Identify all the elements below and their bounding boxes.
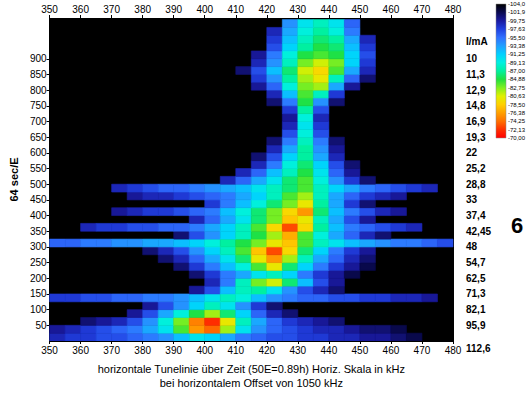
svg-text:360: 360 — [72, 345, 89, 356]
svg-text:900: 900 — [30, 53, 47, 64]
svg-text:-80,63: -80,63 — [508, 93, 526, 99]
svg-text:200: 200 — [30, 273, 47, 284]
svg-text:380: 380 — [134, 345, 151, 356]
svg-text:420: 420 — [258, 345, 275, 356]
svg-text:54,7: 54,7 — [466, 257, 486, 268]
svg-text:95,9: 95,9 — [466, 320, 486, 331]
svg-text:11,3: 11,3 — [466, 69, 485, 80]
svg-text:350: 350 — [30, 226, 47, 237]
svg-text:-101,9: -101,9 — [508, 9, 526, 15]
svg-text:100: 100 — [30, 304, 47, 315]
svg-text:370: 370 — [103, 4, 120, 15]
svg-text:48: 48 — [466, 241, 478, 252]
svg-text:10: 10 — [466, 53, 478, 64]
svg-text:-95,50: -95,50 — [508, 35, 526, 41]
svg-text:550: 550 — [30, 163, 47, 174]
svg-text:71,3: 71,3 — [466, 288, 486, 299]
svg-text:370: 370 — [103, 345, 120, 356]
svg-text:460: 460 — [383, 345, 400, 356]
svg-text:-99,75: -99,75 — [508, 18, 526, 24]
svg-text:6: 6 — [511, 213, 523, 238]
svg-text:250: 250 — [30, 257, 47, 268]
svg-text:850: 850 — [30, 69, 47, 80]
svg-text:390: 390 — [165, 345, 182, 356]
svg-text:37,4: 37,4 — [466, 210, 486, 221]
svg-text:-76,38: -76,38 — [508, 110, 526, 116]
svg-text:440: 440 — [321, 345, 338, 356]
svg-text:14,8: 14,8 — [466, 100, 486, 111]
svg-text:-89,13: -89,13 — [508, 60, 526, 66]
svg-text:800: 800 — [30, 85, 47, 96]
svg-text:-97,63: -97,63 — [508, 26, 526, 32]
svg-text:750: 750 — [30, 100, 47, 111]
svg-text:480: 480 — [445, 345, 462, 356]
svg-text:150: 150 — [30, 288, 47, 299]
svg-text:420: 420 — [258, 4, 275, 15]
svg-text:400: 400 — [196, 4, 213, 15]
svg-text:470: 470 — [414, 4, 431, 15]
svg-text:450: 450 — [30, 194, 47, 205]
svg-text:650: 650 — [30, 132, 47, 143]
svg-text:82,1: 82,1 — [466, 304, 486, 315]
svg-text:-70,00: -70,00 — [508, 135, 526, 141]
svg-text:bei horizontalem Offset von 10: bei horizontalem Offset von 1050 kHz — [160, 377, 343, 389]
svg-text:64 sec/E: 64 sec/E — [8, 157, 20, 201]
svg-text:-72,13: -72,13 — [508, 127, 526, 133]
svg-text:-74,25: -74,25 — [508, 118, 526, 124]
svg-text:500: 500 — [30, 179, 47, 190]
svg-text:-82,75: -82,75 — [508, 85, 526, 91]
svg-text:300: 300 — [30, 241, 47, 252]
svg-text:350: 350 — [41, 345, 58, 356]
svg-text:480: 480 — [445, 4, 462, 15]
svg-text:112,6: 112,6 — [466, 343, 491, 354]
svg-text:-78,50: -78,50 — [508, 102, 526, 108]
svg-text:25,2: 25,2 — [466, 163, 486, 174]
svg-text:33: 33 — [466, 194, 478, 205]
svg-text:22: 22 — [466, 147, 478, 158]
svg-text:400: 400 — [196, 345, 213, 356]
svg-text:390: 390 — [165, 4, 182, 15]
svg-text:450: 450 — [352, 345, 369, 356]
svg-text:42,45: 42,45 — [466, 226, 491, 237]
svg-text:-87,00: -87,00 — [508, 68, 526, 74]
svg-text:410: 410 — [227, 345, 244, 356]
svg-text:350: 350 — [41, 4, 58, 15]
svg-text:460: 460 — [383, 4, 400, 15]
svg-text:430: 430 — [289, 345, 306, 356]
svg-text:360: 360 — [72, 4, 89, 15]
svg-text:-104,0: -104,0 — [508, 1, 526, 7]
svg-text:410: 410 — [227, 4, 244, 15]
svg-text:700: 700 — [30, 116, 47, 127]
svg-text:430: 430 — [289, 4, 306, 15]
svg-text:I/mA: I/mA — [466, 36, 488, 47]
svg-text:600: 600 — [30, 147, 47, 158]
svg-text:16,9: 16,9 — [466, 116, 486, 127]
svg-text:19,3: 19,3 — [466, 132, 486, 143]
svg-text:12,9: 12,9 — [466, 85, 486, 96]
svg-text:440: 440 — [321, 4, 338, 15]
svg-text:50: 50 — [35, 320, 47, 331]
svg-text:62,5: 62,5 — [466, 273, 486, 284]
svg-text:450: 450 — [352, 4, 369, 15]
svg-text:470: 470 — [414, 345, 431, 356]
svg-text:400: 400 — [30, 210, 47, 221]
svg-text:28,8: 28,8 — [466, 179, 486, 190]
svg-text:-93,38: -93,38 — [508, 43, 526, 49]
svg-text:-84,88: -84,88 — [508, 76, 526, 82]
svg-text:horizontale Tunelinie über Zei: horizontale Tunelinie über Zeit (50E=0.8… — [98, 363, 405, 375]
svg-text:-91,25: -91,25 — [508, 51, 526, 57]
svg-text:380: 380 — [134, 4, 151, 15]
